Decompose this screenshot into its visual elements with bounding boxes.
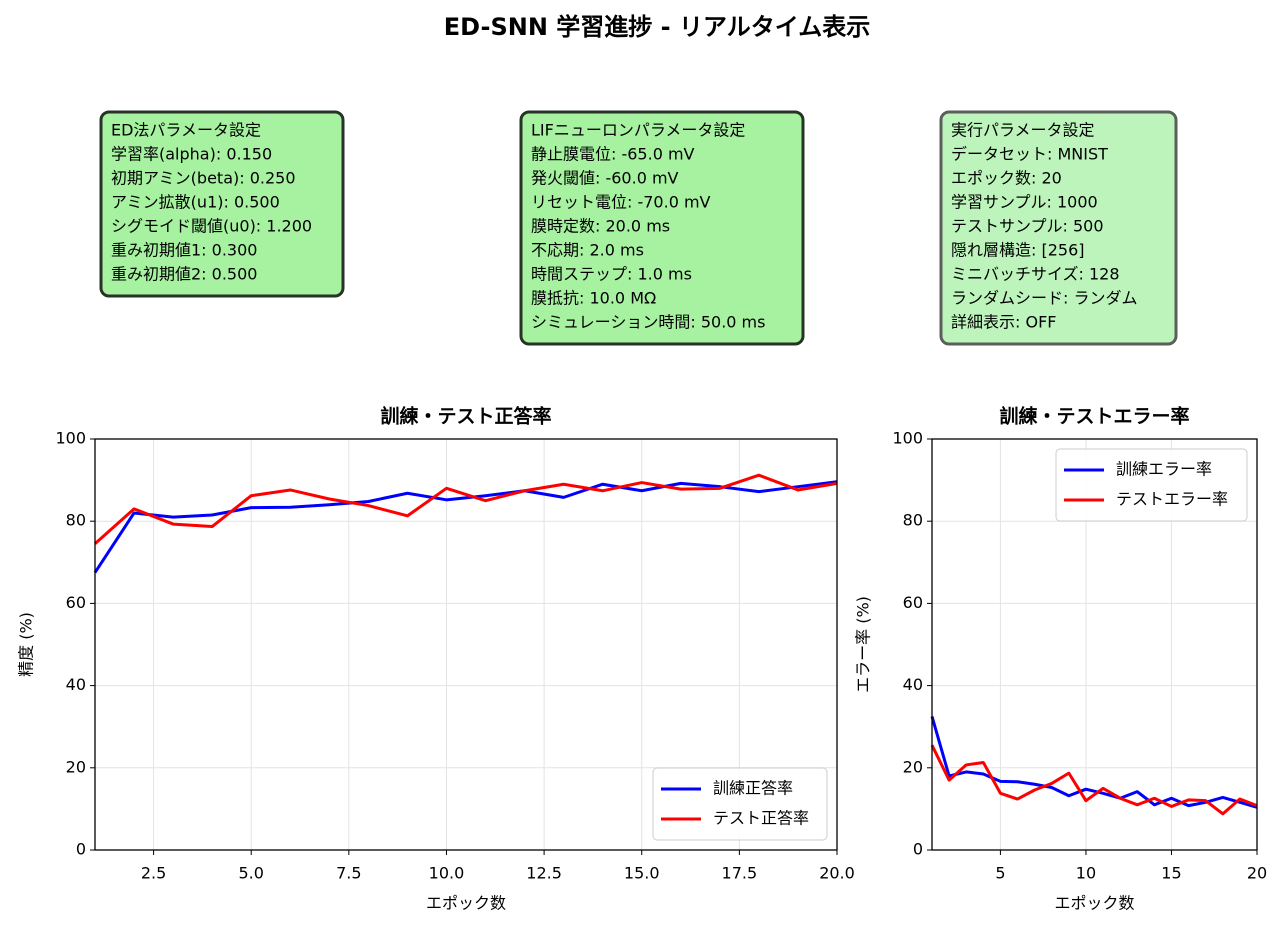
x-tick-label: 10	[1076, 864, 1096, 883]
x-tick-label: 2.5	[141, 864, 166, 883]
y-tick-label: 80	[66, 511, 86, 530]
y-tick-label: 0	[76, 840, 86, 859]
info-box-line: リセット電位: -70.0 mV	[531, 193, 711, 212]
info-box-title: LIFニューロンパラメータ設定	[531, 121, 745, 140]
info-box-line: 学習サンプル: 1000	[951, 193, 1098, 212]
legend-box	[652, 767, 828, 841]
info-box-line: エポック数: 20	[951, 169, 1062, 188]
x-tick-label: 12.5	[526, 864, 562, 883]
legend-label: テストエラー率	[1116, 490, 1228, 509]
y-tick-label: 60	[903, 593, 923, 612]
x-axis-label: エポック数	[1054, 894, 1134, 913]
y-tick-label: 100	[892, 429, 923, 448]
info-box-line: 隠れ層構造: [256]	[951, 241, 1085, 260]
x-tick-label: 15	[1161, 864, 1181, 883]
info-box-line: テストサンプル: 500	[951, 217, 1104, 236]
data-line	[930, 744, 1258, 816]
y-tick-label: 100	[55, 429, 86, 448]
x-tick-label: 7.5	[336, 864, 361, 883]
data-line	[930, 716, 1258, 809]
x-tick-label: 10.0	[429, 864, 465, 883]
chart-title: 訓練・テストエラー率	[999, 405, 1189, 428]
legend-label: テスト正答率	[713, 809, 809, 828]
plot-frame	[94, 438, 838, 851]
info-box-line: アミン拡散(u1): 0.500	[111, 193, 280, 212]
info-box-title: 実行パラメータ設定	[951, 121, 1095, 140]
legend-label: 訓練エラー率	[1116, 460, 1212, 479]
info-box	[519, 110, 805, 346]
info-box-line: 重み初期値2: 0.500	[111, 265, 257, 284]
y-tick-label: 40	[66, 675, 86, 694]
info-box-line: 膜時定数: 20.0 ms	[531, 217, 670, 236]
info-box	[99, 110, 345, 298]
plot-frame	[931, 438, 1258, 851]
info-box-line: 詳細表示: OFF	[951, 313, 1056, 332]
info-box-line: 重み初期値1: 0.300	[111, 241, 257, 260]
x-tick-label: 15.0	[624, 864, 660, 883]
info-box-line: 発火閾値: -60.0 mV	[531, 169, 679, 188]
y-axis-label: エラー率 (%)	[854, 596, 873, 693]
info-box-line: 学習率(alpha): 0.150	[111, 145, 272, 164]
figure-title: ED-SNN 学習進捗 - リアルタイム表示	[444, 13, 871, 41]
info-box-line: シグモイド閾値(u0): 1.200	[111, 217, 312, 236]
info-box-line: 時間ステップ: 1.0 ms	[531, 265, 692, 284]
x-axis-label: エポック数	[426, 894, 506, 913]
info-box-line: 膜抵抗: 10.0 MΩ	[531, 289, 656, 308]
x-tick-label: 20.0	[819, 864, 855, 883]
info-box-line: ミニバッチサイズ: 128	[951, 265, 1120, 284]
y-axis-label: 精度 (%)	[17, 612, 36, 677]
info-box	[939, 110, 1178, 346]
info-box-line: ランダムシード: ランダム	[951, 289, 1137, 308]
x-tick-label: 5.0	[238, 864, 263, 883]
data-line	[93, 480, 838, 574]
x-tick-label: 17.5	[722, 864, 758, 883]
y-tick-label: 80	[903, 511, 923, 530]
data-line	[93, 473, 838, 545]
chart-title: 訓練・テスト正答率	[380, 405, 551, 428]
x-tick-label: 20	[1247, 864, 1267, 883]
legend-label: 訓練正答率	[713, 779, 793, 798]
info-box-line: シミュレーション時間: 50.0 ms	[531, 313, 765, 332]
y-tick-label: 20	[66, 757, 86, 776]
legend-box	[1055, 448, 1248, 522]
y-tick-label: 40	[903, 675, 923, 694]
y-tick-label: 20	[903, 757, 923, 776]
info-box-line: 不応期: 2.0 ms	[531, 241, 644, 260]
y-tick-label: 0	[913, 840, 923, 859]
info-box-title: ED法パラメータ設定	[111, 121, 261, 140]
info-box-line: 初期アミン(beta): 0.250	[111, 169, 296, 188]
y-tick-label: 60	[66, 593, 86, 612]
info-box-line: 静止膜電位: -65.0 mV	[531, 145, 695, 164]
x-tick-label: 5	[995, 864, 1005, 883]
info-box-line: データセット: MNIST	[951, 145, 1108, 164]
